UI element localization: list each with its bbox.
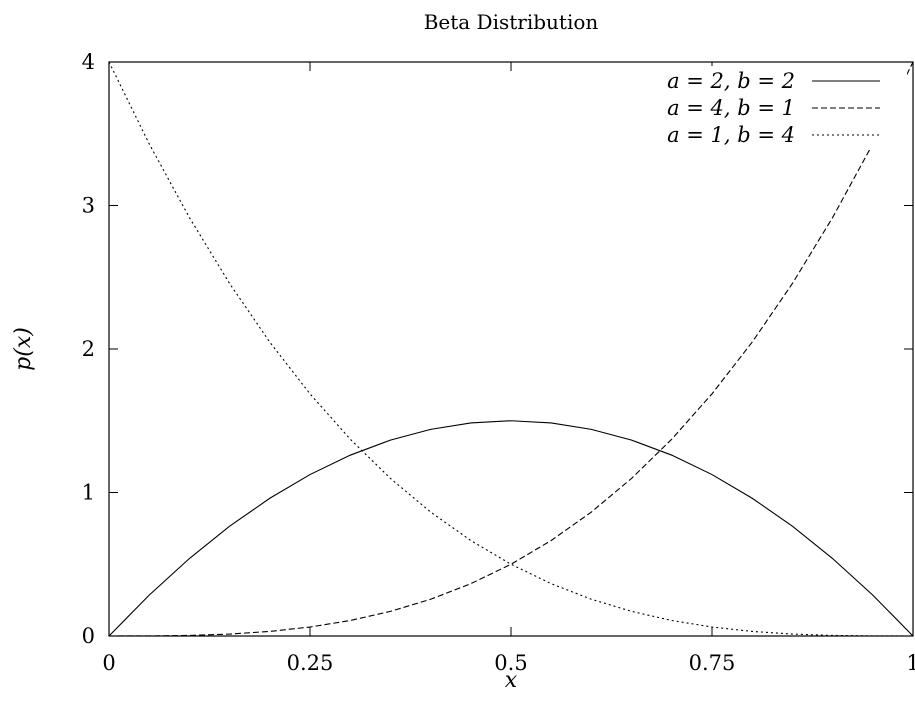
y-tick-label: 3: [82, 194, 95, 218]
y-tick-label: 2: [82, 337, 95, 361]
x-tick-label: 1: [906, 651, 915, 675]
x-tick-label: 0: [102, 651, 115, 675]
x-tick-label: 0.75: [689, 651, 736, 675]
chart-title: Beta Distribution: [424, 10, 599, 34]
legend-label-0: a = 2, b = 2: [667, 69, 795, 93]
legend: a = 2, b = 2 a = 4, b = 1 a = 1, b = 4: [635, 66, 907, 150]
y-tick-label: 1: [82, 481, 95, 505]
x-tick-label: 0.5: [494, 651, 527, 675]
x-tick-label: 0.25: [287, 651, 334, 675]
series-line-0: [108, 420, 914, 637]
y-tick-label: 4: [82, 50, 95, 74]
legend-label-1: a = 4, b = 1: [667, 96, 795, 120]
y-tick-label: 0: [82, 624, 95, 648]
plot-series-layer: [108, 61, 914, 637]
y-axis-label: p(x): [11, 327, 36, 371]
series-line-2: [108, 61, 914, 637]
legend-label-2: a = 1, b = 4: [667, 123, 795, 147]
axis-ticks: 0 0.25 0.5 0.75 1 0 1 2 3 4: [82, 50, 915, 675]
x-axis-label: x: [505, 668, 518, 693]
